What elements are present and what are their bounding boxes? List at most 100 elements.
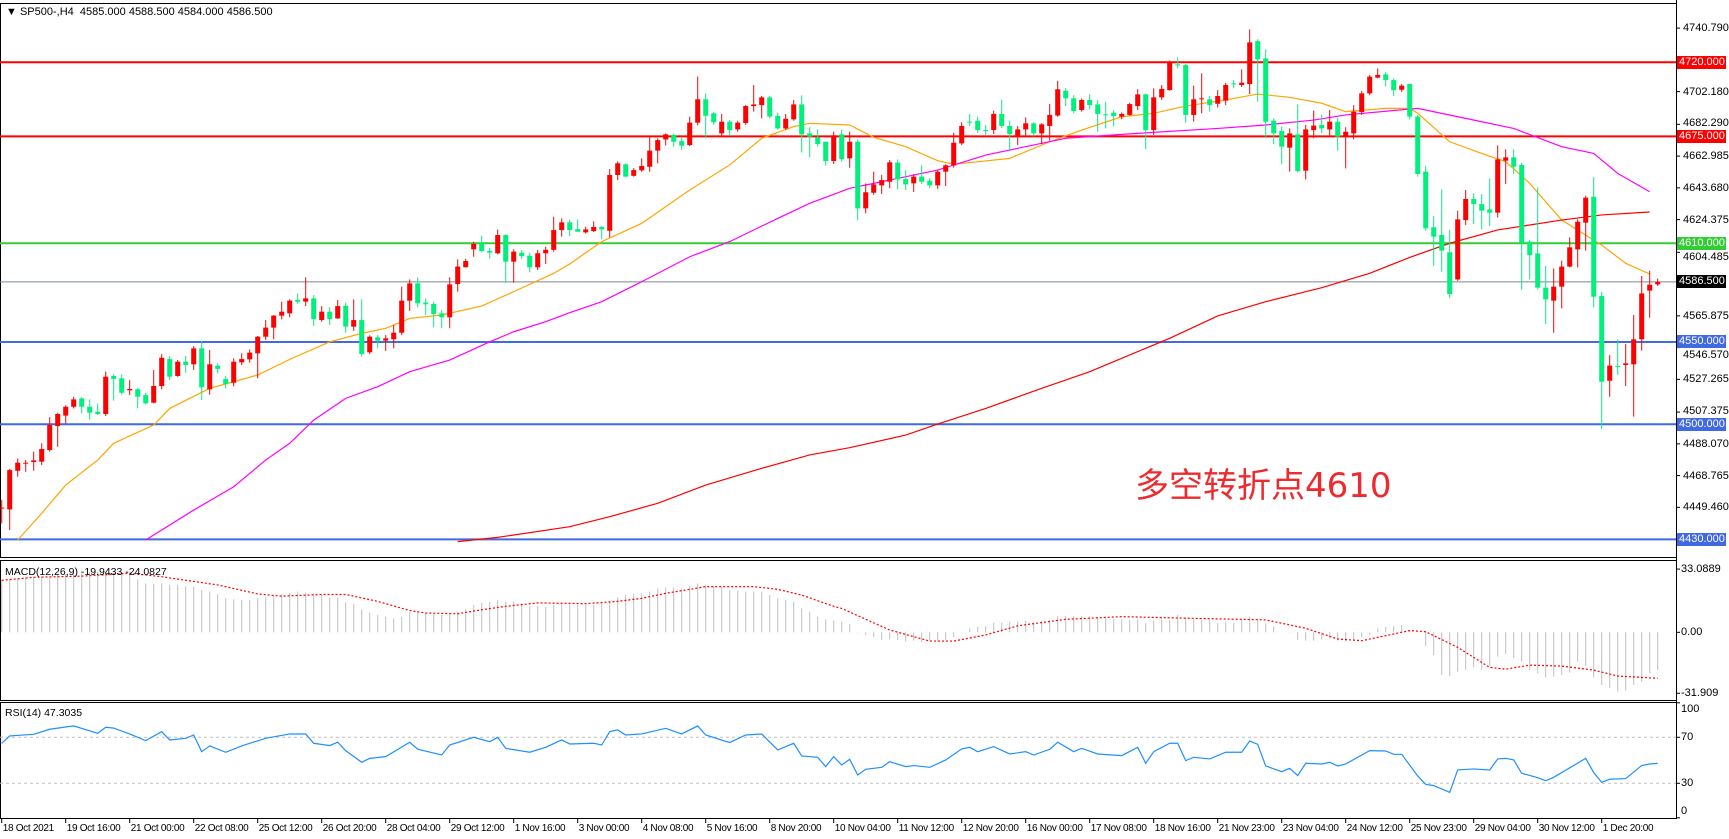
candle-body <box>1215 96 1221 104</box>
time-axis-label: 18 Nov 16:00 <box>1154 823 1211 834</box>
candle <box>495 229 501 255</box>
macd-signal-line <box>1 572 1658 679</box>
candle <box>1215 90 1221 108</box>
candle <box>679 136 685 150</box>
candle-body <box>1639 293 1645 340</box>
time-axis-label: 23 Nov 04:00 <box>1282 823 1339 834</box>
candle-body <box>1151 97 1157 131</box>
candle <box>743 105 749 125</box>
candle <box>167 355 173 380</box>
candle <box>1271 118 1277 145</box>
candle-body <box>255 336 261 354</box>
moving-average-line-1 <box>145 107 1650 541</box>
candle <box>1023 117 1029 136</box>
price-tick-label: 4662.985 <box>1683 150 1729 163</box>
candle <box>823 141 829 166</box>
candle-body <box>1319 124 1325 129</box>
candle-body <box>1223 85 1229 101</box>
time-axis-label: 18 Oct 2021 <box>2 823 54 834</box>
candle-body <box>239 359 245 363</box>
candle-body <box>1119 113 1125 117</box>
candle <box>183 355 189 373</box>
candle <box>487 247 493 259</box>
macd-label: MACD(12,26,9) -19.9433 -24.0827 <box>5 566 167 578</box>
price-label-4720.000: 4720.000 <box>1677 55 1726 69</box>
time-axis-label: 1 Dec 20:00 <box>1602 823 1654 834</box>
candle-body <box>1327 121 1333 130</box>
candle <box>1183 63 1189 123</box>
candle <box>1207 96 1213 112</box>
candle <box>1655 278 1661 287</box>
candle <box>663 133 669 146</box>
candle <box>1167 60 1173 91</box>
candle <box>351 299 357 331</box>
candle-body <box>695 99 701 123</box>
candle <box>207 350 213 395</box>
candle <box>799 95 805 153</box>
candle-body <box>151 386 157 403</box>
candle-body <box>471 243 477 250</box>
candle-body <box>1359 93 1365 112</box>
price-label-4586.500: 4586.500 <box>1677 275 1726 289</box>
time-axis-label: 21 Nov 23:00 <box>1218 823 1275 834</box>
chart-header: ▼ SP500-,H4 4585.000 4588.500 4584.000 4… <box>6 6 273 18</box>
macd-tick-label: 33.0889 <box>1681 563 1721 576</box>
candle-body <box>55 414 61 427</box>
candle-body <box>1647 284 1653 291</box>
candle-body <box>247 352 253 360</box>
candle <box>127 380 133 396</box>
time-axis-label: 11 Nov 12:00 <box>898 823 954 834</box>
candle <box>1087 94 1093 110</box>
candle <box>583 226 589 234</box>
candle <box>55 412 61 447</box>
candle <box>327 307 333 326</box>
candle <box>879 174 885 194</box>
candle <box>631 168 637 177</box>
candle-body <box>943 165 949 172</box>
candle <box>591 221 597 233</box>
price-tick-label: 4604.485 <box>1683 250 1729 263</box>
candle <box>695 76 701 126</box>
candle-body <box>111 376 117 379</box>
candle <box>1119 112 1125 120</box>
rsi-tick-label: 30 <box>1681 777 1694 790</box>
candle <box>535 249 541 271</box>
candle-body <box>487 250 493 253</box>
candle-body <box>535 253 541 268</box>
candle <box>1175 57 1181 69</box>
candle <box>1223 82 1229 106</box>
candle-body <box>1007 125 1013 135</box>
candle <box>1455 210 1461 281</box>
time-axis-label: 19 Oct 16:00 <box>66 823 121 834</box>
candle-body <box>1063 90 1069 99</box>
time-axis-label: 5 Nov 16:00 <box>706 823 758 834</box>
dropdown-arrow-icon[interactable]: ▼ <box>6 6 17 18</box>
candle <box>831 131 837 164</box>
ohlc-readout: 4585.000 4588.500 4584.000 4586.500 <box>79 6 273 18</box>
candle-body <box>47 425 53 451</box>
candle-body <box>903 179 909 185</box>
rsi-label: RSI(14) 47.3035 <box>5 707 83 719</box>
candle-body <box>1367 76 1373 94</box>
time-axis-label: 3 Nov 00:00 <box>578 823 630 834</box>
candle <box>1095 100 1101 132</box>
candle-body <box>1463 198 1469 221</box>
candle-body <box>1087 99 1093 106</box>
candle <box>1079 98 1085 112</box>
main-panel-frame <box>0 3 1677 558</box>
candle <box>1471 193 1477 225</box>
time-axis-label: 4 Nov 08:00 <box>642 823 694 834</box>
candle-body <box>655 140 661 151</box>
candle <box>1591 177 1597 308</box>
candle-body <box>511 251 517 262</box>
candle <box>839 129 845 162</box>
candle <box>895 159 901 190</box>
candle-body <box>559 222 565 231</box>
candle <box>1191 85 1197 122</box>
candle-body <box>927 180 933 186</box>
candle-body <box>391 332 397 340</box>
candle <box>223 376 229 389</box>
candle-body <box>1535 253 1541 288</box>
time-axis-label: 22 Oct 08:00 <box>194 823 249 834</box>
candle-body <box>295 300 301 302</box>
